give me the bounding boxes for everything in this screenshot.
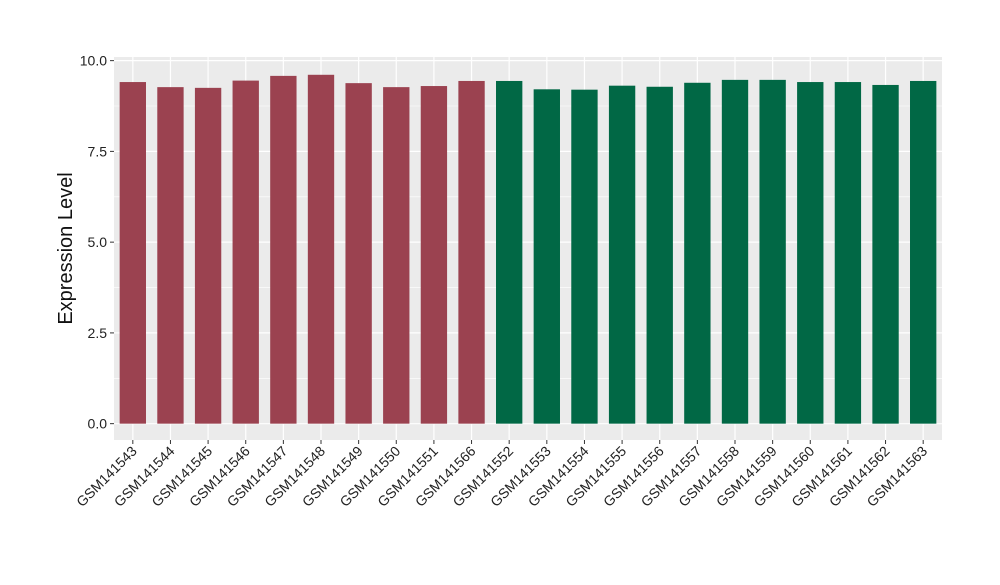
bar-GSM141558 [721, 79, 749, 424]
bar-GSM141548 [307, 74, 335, 424]
bar-GSM141553 [533, 89, 560, 424]
y-axis-title: Expression Level [55, 172, 77, 324]
bar-GSM141543 [119, 82, 146, 424]
bar-GSM141557 [684, 82, 711, 424]
bar-GSM141563 [910, 80, 937, 424]
bar-GSM141559 [759, 79, 786, 424]
bar-GSM141552 [496, 80, 523, 424]
bar-GSM141550 [383, 87, 410, 424]
bar-GSM141562 [872, 84, 899, 424]
bar-GSM141549 [345, 83, 372, 424]
y-tick-label: 2.5 [88, 325, 108, 341]
y-tick-label: 10.0 [80, 53, 107, 69]
y-tick-label: 0.0 [88, 416, 108, 432]
y-tick-label: 7.5 [88, 143, 108, 159]
bar-GSM141544 [157, 87, 184, 424]
bar-GSM141555 [608, 85, 636, 424]
bar-GSM141566 [458, 80, 485, 424]
bar-GSM141554 [571, 89, 598, 424]
bar-GSM141545 [194, 87, 222, 424]
bar-GSM141551 [420, 86, 448, 424]
bar-GSM141556 [646, 86, 673, 424]
bar-GSM141560 [797, 82, 824, 424]
bar-GSM141547 [270, 75, 297, 424]
bar-GSM141546 [232, 80, 259, 424]
bars [119, 74, 937, 424]
y-tick-label: 5.0 [88, 234, 108, 250]
bar-GSM141561 [834, 82, 862, 424]
